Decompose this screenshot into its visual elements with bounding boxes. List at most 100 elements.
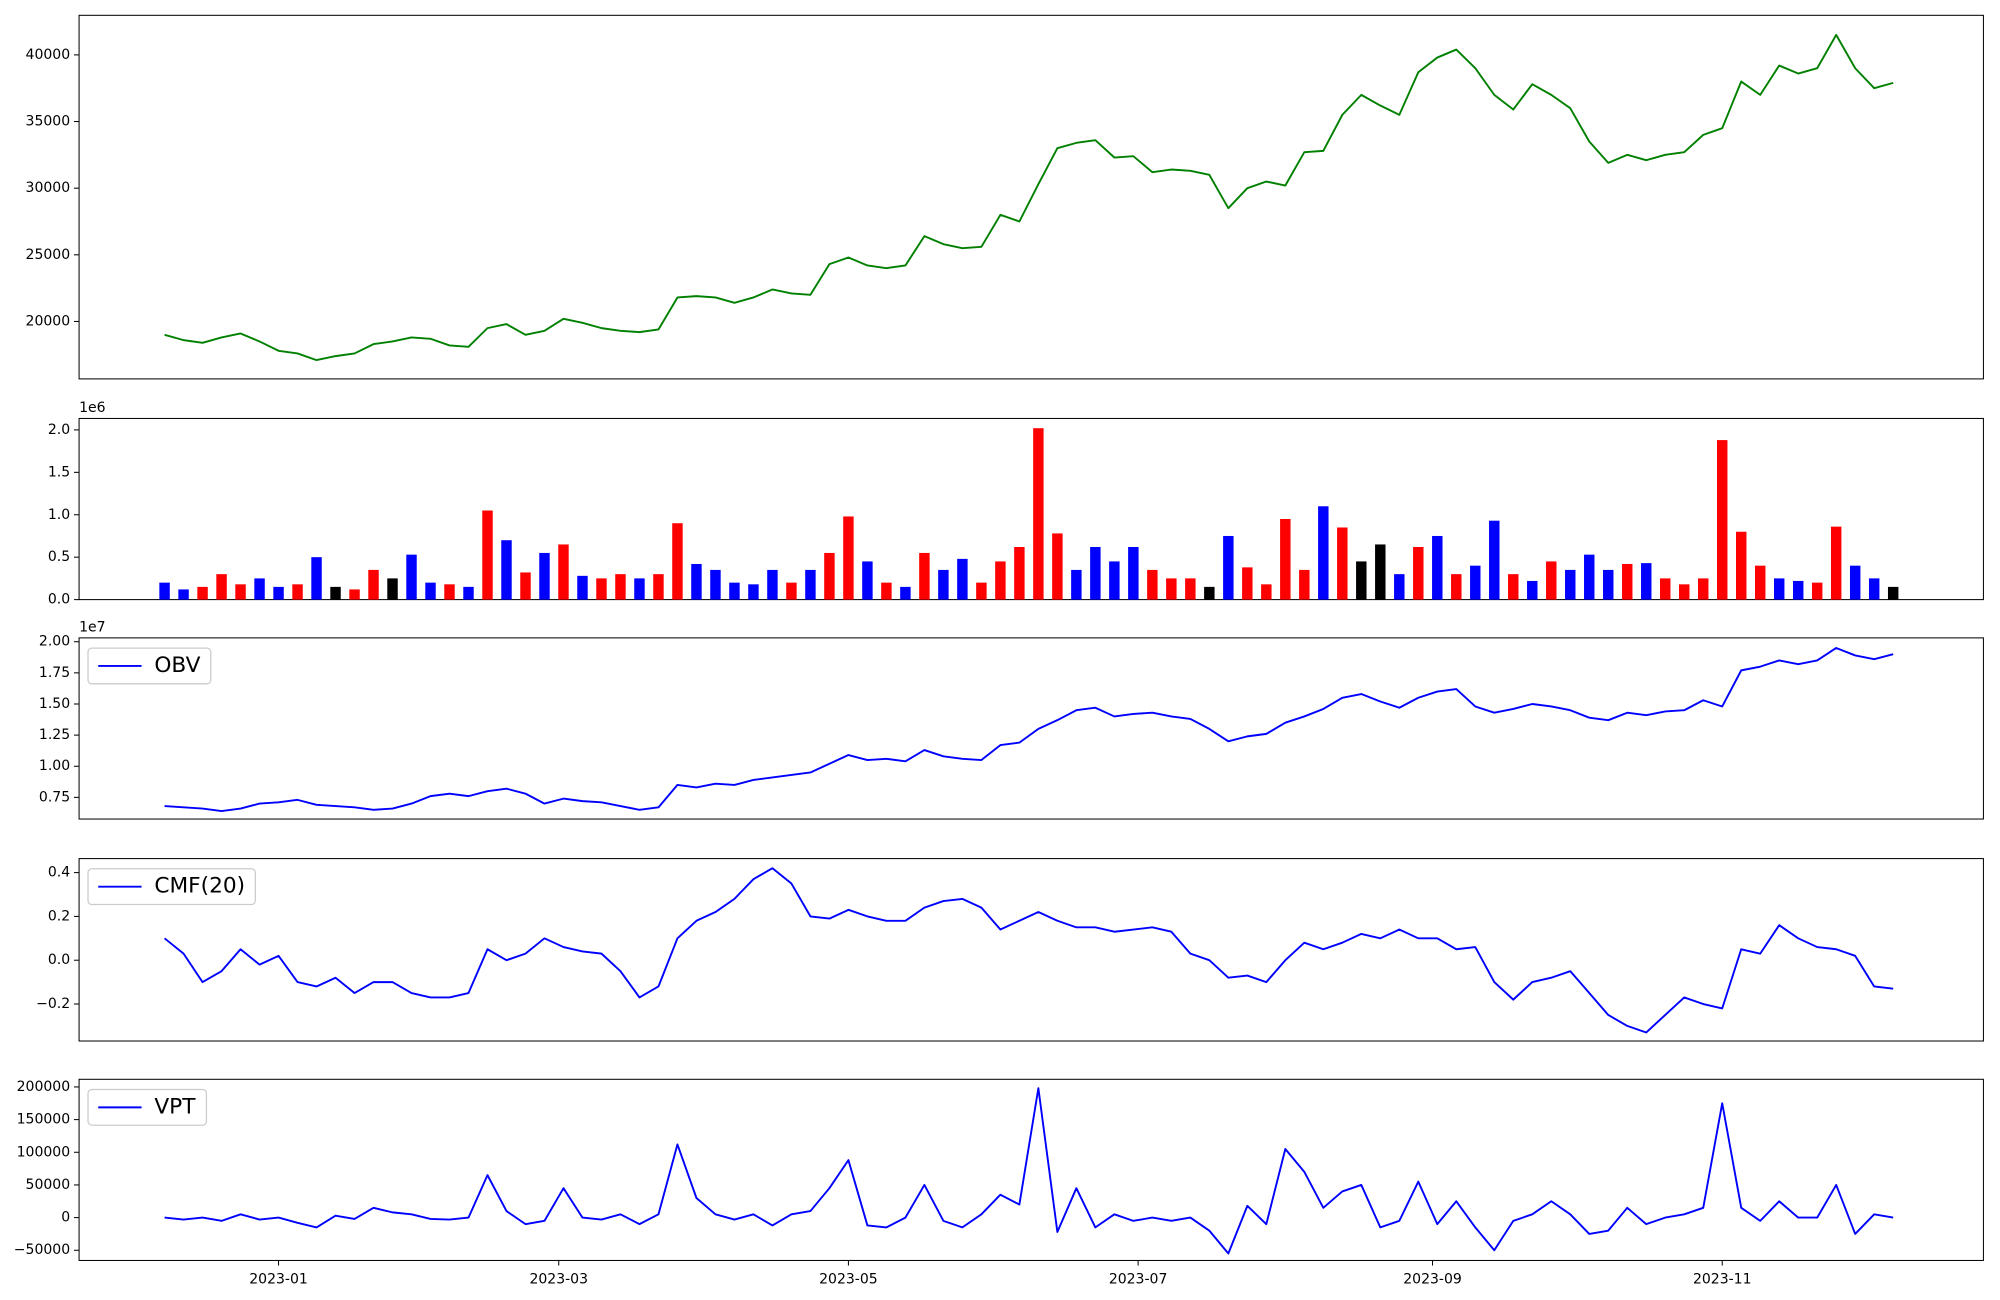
y-tick-label: 0.75 [39,789,70,805]
panel-frame [78,417,1984,601]
volume-bar [1735,531,1747,600]
legend-box [87,1088,208,1126]
volume-bar [1261,584,1272,600]
volume-bar [387,578,398,600]
y-tick-label: 0.0 [48,952,70,968]
y-tick-label: 0.5 [48,549,70,565]
volume-bar [1868,578,1880,600]
volume-bar [995,561,1006,600]
volume-bar [805,569,816,600]
y-tick-label: 150000 [17,1112,71,1128]
volume-bar [1717,440,1728,600]
volume-bar [444,584,455,600]
volume-bar [1318,506,1329,600]
volume-bar [501,540,512,600]
volume-bar [349,589,360,600]
volume-bar [1849,565,1861,600]
series-line [163,867,1894,1034]
axis-offset-text: 1e7 [79,620,105,636]
volume-bar [1337,527,1348,600]
volume-bar [1792,580,1804,600]
volume-bar [1394,574,1405,600]
volume-bar [1204,586,1215,600]
x-tick-label: 2023-09 [1403,1272,1462,1288]
y-tick-label: 1.25 [39,727,70,743]
volume-bar [292,584,303,600]
volume-bar [1698,578,1709,600]
y-tick-label: 1.75 [39,665,70,681]
y-tick-label: −0.2 [36,996,70,1012]
y-tick-label: 25000 [26,247,71,263]
volume-bar [1660,578,1671,600]
volume-bar [330,586,341,600]
volume-bar [1242,567,1253,600]
panel-frame [78,858,1984,1042]
volume-bar [1166,578,1177,600]
y-tick-label: 0.2 [48,908,70,924]
y-tick-label: 20000 [26,313,71,329]
axis-offset-text: 1e6 [79,400,106,416]
legend-label: CMF(20) [154,874,245,899]
legend-label: VPT [154,1094,196,1119]
volume-bar [520,572,531,600]
volume-bar [1052,533,1063,600]
volume-bar [1109,561,1120,600]
volume-bar [634,578,645,600]
volume-bar [406,554,417,600]
volume-bar [273,586,284,600]
volume-bar [1603,569,1614,600]
legend: OBV [87,647,212,685]
x-tick-label: 2023-01 [249,1272,308,1288]
volume-bar [1546,561,1557,600]
x-tick-label: 2023-07 [1109,1272,1168,1288]
volume-bar [748,584,759,600]
y-tick-label: 40000 [26,47,71,63]
volume-bar [786,582,797,600]
y-tick-label: 1.50 [39,696,70,712]
series-line [164,33,1894,362]
volume-bar [919,552,930,600]
volume-bar [197,586,208,600]
y-tick-label: 35000 [26,114,71,130]
y-tick-label: 200000 [17,1079,71,1095]
volume-bar [178,589,189,600]
volume-bar [425,582,436,600]
volume-bar [729,582,740,600]
panel-frame [78,637,1984,820]
y-tick-label: 1.0 [48,507,70,523]
x-tick-label: 2023-03 [529,1272,588,1288]
volume-bar [1356,561,1367,600]
volume-bar [691,563,702,600]
volume-bar [1223,535,1234,600]
series-line [164,1087,1894,1255]
volume-bar [824,552,835,600]
volume-bar [672,523,683,600]
volume-bar [1299,569,1310,600]
panel-frame [78,1078,1984,1261]
y-tick-label: 2.0 [48,422,70,438]
legend: VPT [87,1088,208,1126]
legend-label: OBV [154,653,200,678]
y-tick-label: 1.5 [48,464,70,480]
y-tick-label: 30000 [26,180,71,196]
volume-bar [1887,586,1899,600]
volume-bar [368,569,379,600]
volume-bar [1090,546,1101,600]
volume-bar [159,582,170,600]
volume-bar [539,552,550,600]
volume-bar [900,586,911,600]
volume-bar [216,574,227,600]
legend: CMF(20) [87,868,256,906]
volume-bar [482,510,493,600]
volume-bar [1014,546,1025,600]
volume-bar [1527,580,1538,600]
volume-bar [1754,565,1766,600]
volume-bar [1489,520,1500,600]
volume-bar [1033,428,1044,600]
volume-bar [1773,578,1785,600]
y-tick-label: 2.00 [39,634,70,650]
